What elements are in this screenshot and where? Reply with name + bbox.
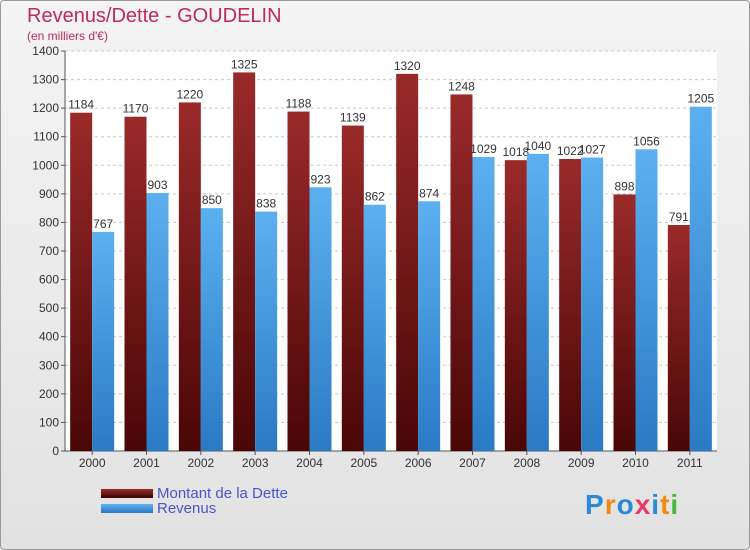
data-label-revenus: 850 (202, 193, 222, 207)
data-label-revenus: 767 (93, 217, 113, 231)
data-label-dette: 1139 (340, 111, 366, 125)
bar-dette (450, 94, 473, 451)
data-label-revenus: 838 (256, 197, 276, 211)
bar-dette (287, 111, 310, 452)
bar-revenus (255, 211, 278, 451)
bar-dette (559, 159, 582, 451)
legend-label-revenus: Revenus (157, 500, 217, 517)
x-tick-label: 2005 (350, 456, 377, 470)
y-tick-label: 200 (39, 387, 59, 401)
x-tick-label: 2011 (677, 456, 703, 470)
data-label-dette: 1248 (448, 79, 475, 93)
chart-subtitle: (en milliers d'€) (27, 29, 108, 43)
bar-dette (667, 225, 690, 451)
y-tick-label: 0 (52, 444, 59, 458)
bar-dette (396, 73, 419, 451)
data-label-dette: 1220 (176, 87, 203, 101)
bar-revenus (526, 153, 549, 451)
data-label-dette: 1188 (286, 97, 312, 111)
legend-item-revenus: Revenus (101, 500, 288, 517)
y-tick-label: 400 (39, 330, 59, 344)
data-label-dette: 1170 (123, 102, 149, 116)
x-tick-label: 2010 (622, 456, 649, 470)
logo-letter: P (585, 489, 605, 520)
x-tick-label: 2004 (296, 456, 323, 470)
y-tick-label: 700 (39, 244, 59, 258)
logo-letter: r (604, 489, 617, 520)
data-label-revenus: 1040 (524, 139, 551, 153)
x-tick-label: 2000 (79, 456, 106, 470)
x-tick-label: 2006 (405, 456, 432, 470)
data-label-dette: 898 (614, 179, 634, 193)
data-label-revenus: 1027 (579, 143, 606, 157)
x-tick-label: 2002 (187, 456, 214, 470)
logo-letter: i (670, 489, 680, 520)
logo-letter: i (651, 489, 661, 520)
legend-swatch-dette (101, 489, 153, 498)
logo-letter: o (616, 489, 635, 520)
logo-letter: x (634, 489, 652, 520)
y-tick-label: 900 (39, 187, 59, 201)
bar-dette (504, 160, 527, 451)
bar-revenus (689, 106, 712, 451)
data-label-dette: 1325 (231, 57, 258, 71)
legend-label-dette: Montant de la Dette (157, 485, 288, 502)
y-tick-label: 600 (39, 273, 59, 287)
bar-revenus (200, 208, 223, 451)
bar-revenus (363, 204, 386, 451)
proxiti-logo: Proxiti (585, 489, 679, 521)
chart-title: Revenus/Dette - GOUDELIN (27, 5, 282, 27)
data-label-dette: 1018 (502, 145, 529, 159)
bar-chart: 0 100 200 300 400 500 600 700 800 900 1000 1100 1200… (32, 44, 717, 470)
bar-revenus (146, 193, 169, 451)
x-tick-label: 2009 (568, 456, 595, 470)
bar-revenus (309, 187, 332, 452)
data-label-revenus: 874 (419, 186, 439, 200)
data-label-dette: 1184 (68, 98, 94, 112)
y-tick-label: 300 (39, 358, 59, 372)
bar-revenus (581, 157, 604, 452)
y-tick-label: 1300 (32, 73, 59, 87)
x-tick-label: 2001 (133, 456, 160, 470)
legend-swatch-revenus (101, 504, 153, 513)
bar-dette (178, 102, 201, 451)
data-label-revenus: 1205 (687, 92, 714, 106)
data-label-revenus: 1056 (633, 134, 660, 148)
y-tick-label: 800 (39, 215, 59, 229)
legend-item-dette: Montant de la Dette (101, 485, 288, 502)
data-label-revenus: 923 (310, 172, 330, 186)
data-label-revenus: 903 (147, 178, 167, 192)
bar-dette (613, 194, 636, 451)
bar-dette (70, 112, 93, 451)
bar-dette (233, 72, 256, 451)
data-label-revenus: 1029 (470, 142, 497, 156)
bar-revenus (472, 157, 495, 451)
y-tick-label: 1200 (32, 101, 59, 115)
bar-revenus (92, 231, 115, 451)
logo-letter: t (660, 489, 671, 520)
data-label-revenus: 862 (365, 190, 385, 204)
legend: Montant de la Dette Revenus (101, 485, 288, 517)
data-label-dette: 1022 (557, 144, 584, 158)
data-label-dette: 1320 (394, 59, 421, 73)
data-label-dette: 791 (669, 210, 689, 224)
bar-revenus (418, 201, 441, 451)
x-tick-label: 2003 (242, 456, 269, 470)
bar-revenus (635, 149, 658, 452)
x-tick-label: 2008 (513, 456, 540, 470)
bar-dette (341, 125, 364, 452)
x-tick-label: 2007 (459, 456, 486, 470)
y-tick-label: 1000 (32, 158, 59, 172)
y-tick-label: 100 (39, 415, 59, 429)
y-tick-label: 1400 (32, 44, 59, 58)
bar-dette (124, 116, 147, 451)
y-tick-label: 500 (39, 301, 59, 315)
y-tick-label: 1100 (33, 130, 59, 144)
